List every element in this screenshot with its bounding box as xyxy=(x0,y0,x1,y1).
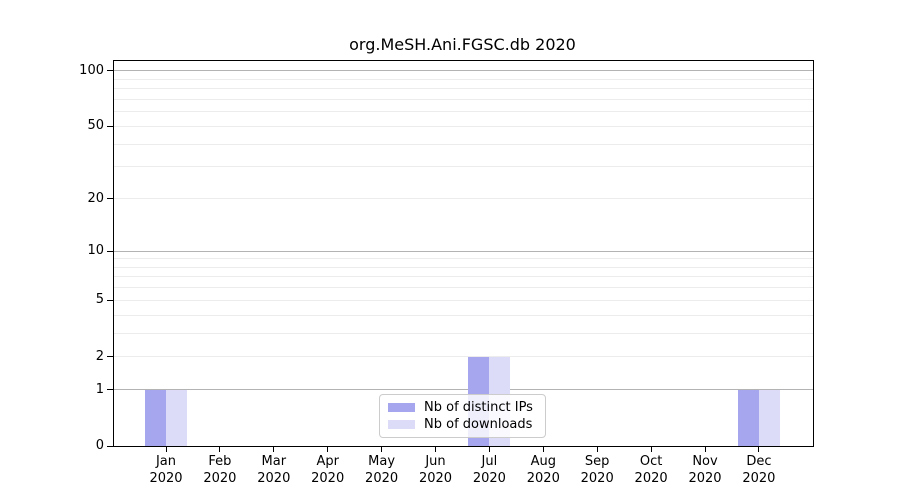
x-tick-year: 2020 xyxy=(311,471,345,486)
chart-title: org.MeSH.Ani.FGSC.db 2020 xyxy=(349,35,576,54)
gridline-minor xyxy=(114,125,813,127)
x-tick xyxy=(758,447,760,452)
x-tick-year: 2020 xyxy=(257,471,291,486)
x-tick xyxy=(435,447,436,452)
y-tick-label: 5 xyxy=(95,292,104,308)
gridline-minor xyxy=(114,98,813,100)
x-tick-year: 2020 xyxy=(742,471,776,486)
y-tick-label: 50 xyxy=(87,118,104,134)
x-tick xyxy=(596,447,598,452)
legend-item-distinct-ips: Nb of distinct IPs xyxy=(388,400,537,415)
y-tick xyxy=(107,299,113,301)
x-tick-month: Sep xyxy=(584,454,610,469)
legend-item-downloads: Nb of downloads xyxy=(388,417,537,432)
bar-nb-of-downloads-dec xyxy=(758,389,780,446)
y-tick xyxy=(107,389,113,391)
y-tick-label: 2 xyxy=(95,348,104,364)
gridline-minor xyxy=(114,258,813,260)
x-tick-year: 2020 xyxy=(418,471,453,486)
bar-nb-of-distinct-ips-jan xyxy=(145,389,166,446)
gridline-minor xyxy=(114,266,813,268)
x-tick-month: Aug xyxy=(530,454,556,469)
legend-label-distinct-ips: Nb of distinct IPs xyxy=(424,400,533,415)
gridline-minor xyxy=(114,314,813,316)
y-tick xyxy=(107,445,113,447)
x-tick xyxy=(704,447,706,452)
x-tick-label: Oct 2020 xyxy=(619,453,683,487)
gridline-major xyxy=(114,389,813,391)
gridline-minor xyxy=(114,88,813,90)
legend-swatch-distinct-ips xyxy=(388,403,415,412)
x-tick xyxy=(650,447,652,452)
x-tick xyxy=(327,447,329,452)
x-tick xyxy=(381,447,383,452)
x-tick-month: Jan xyxy=(155,454,177,469)
gridline-minor xyxy=(114,332,813,334)
x-tick-month: Nov xyxy=(692,454,718,469)
x-tick-month: Jul xyxy=(481,454,498,469)
x-tick-year: 2020 xyxy=(365,471,399,486)
plot-area: Nb of distinct IPs Nb of downloads 0 1 2 5 1… xyxy=(79,60,814,486)
y-tick-label: 10 xyxy=(87,243,104,259)
gridline-minor xyxy=(114,111,813,113)
x-tick-label: Apr 2020 xyxy=(296,453,360,487)
x-tick-month: Oct xyxy=(639,454,663,469)
gridline-minor xyxy=(114,198,813,199)
gridline-minor xyxy=(114,78,813,80)
x-tick-year: 2020 xyxy=(203,471,237,486)
y-tick-label: 100 xyxy=(79,62,104,78)
y-tick xyxy=(107,250,113,252)
x-tick xyxy=(488,447,490,452)
gridline-minor xyxy=(114,299,813,301)
x-tick-label: Mar 2020 xyxy=(242,453,306,487)
gridline-minor xyxy=(114,166,813,168)
gridline-minor xyxy=(114,356,813,358)
x-tick xyxy=(273,447,275,452)
y-tick-label: 1 xyxy=(95,381,104,397)
x-tick-month: Dec xyxy=(746,454,772,469)
x-tick-year: 2020 xyxy=(634,471,668,486)
gridline-major xyxy=(114,70,813,72)
gridline-minor xyxy=(114,287,813,289)
x-tick xyxy=(165,447,167,452)
x-tick-year: 2020 xyxy=(526,471,560,486)
x-tick-label: Aug 2020 xyxy=(511,453,575,487)
y-tick-label: 20 xyxy=(87,190,104,206)
x-tick-year: 2020 xyxy=(688,471,722,486)
x-tick-label: Feb 2020 xyxy=(188,453,252,487)
bar-nb-of-distinct-ips-dec xyxy=(737,389,759,446)
legend-label-downloads: Nb of downloads xyxy=(424,417,533,432)
x-tick-label: Jan 2020 xyxy=(134,453,198,487)
x-tick-month: Apr xyxy=(316,454,339,469)
y-tick xyxy=(107,70,113,72)
x-tick-year: 2020 xyxy=(580,471,614,486)
x-tick-label: May 2020 xyxy=(350,453,414,487)
x-tick-month: May xyxy=(368,454,396,469)
x-tick-label: Dec 2020 xyxy=(727,453,791,487)
x-tick-year: 2020 xyxy=(472,471,506,486)
gridline-minor xyxy=(114,276,813,278)
x-tick-label: Sep 2020 xyxy=(565,453,629,487)
y-tick-label: 0 xyxy=(95,438,104,453)
y-tick xyxy=(107,198,113,199)
x-tick-month: Mar xyxy=(261,454,287,469)
bar-nb-of-downloads-jan xyxy=(166,389,187,446)
x-tick xyxy=(542,447,544,452)
gridline-minor xyxy=(114,143,813,145)
x-tick-year: 2020 xyxy=(149,471,183,486)
legend: Nb of distinct IPs Nb of downloads xyxy=(379,394,546,438)
legend-swatch-downloads xyxy=(388,420,415,429)
y-tick xyxy=(107,356,113,358)
gridline-major xyxy=(114,250,813,252)
y-tick xyxy=(107,125,113,127)
x-tick-label: Jul 2020 xyxy=(457,453,521,487)
x-tick xyxy=(219,447,221,452)
x-tick-month: Jun xyxy=(425,454,446,469)
x-tick-label: Nov 2020 xyxy=(673,453,737,487)
x-tick-month: Feb xyxy=(208,454,232,469)
x-tick-label: Jun 2020 xyxy=(404,453,468,487)
